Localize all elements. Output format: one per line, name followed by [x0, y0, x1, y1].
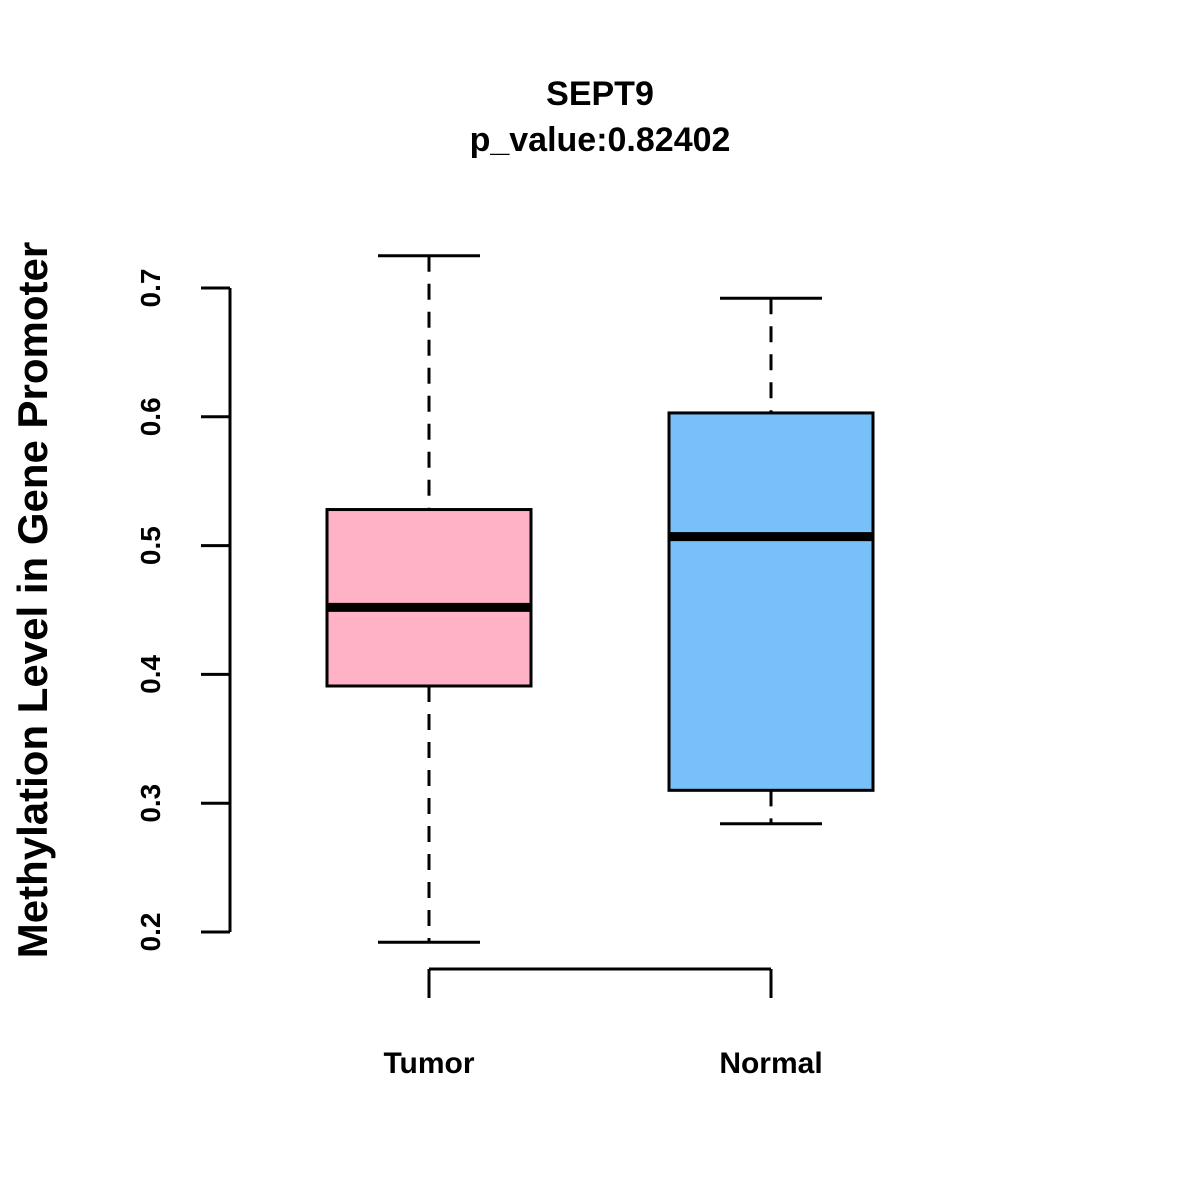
x-axis-labels: Tumor Normal [383, 1047, 822, 1080]
chart-title: SEPT9 [546, 75, 654, 113]
y-tick-label: 0.7 [135, 269, 166, 308]
y-tick-label: 0.6 [135, 397, 166, 436]
y-tick-label: 0.4 [135, 655, 166, 694]
x-tick-label: Normal [719, 1047, 822, 1080]
box-tumor [325, 254, 533, 944]
boxes [325, 254, 875, 944]
x-tick-label: Tumor [383, 1047, 474, 1080]
y-tick-label: 0.5 [135, 526, 166, 565]
y-tick-label: 0.3 [135, 784, 166, 823]
iqr-box [325, 508, 533, 688]
iqr-box [667, 411, 875, 792]
group-bracket [427, 967, 773, 998]
y-tick-label: 0.2 [135, 913, 166, 952]
y-axis-label: Methylation Level in Gene Promoter [9, 242, 56, 958]
box-normal [667, 296, 875, 826]
y-axis: 0.2 0.3 0.4 0.5 0.6 0.7 [135, 269, 232, 952]
chart-subtitle: p_value:0.82402 [470, 121, 731, 159]
